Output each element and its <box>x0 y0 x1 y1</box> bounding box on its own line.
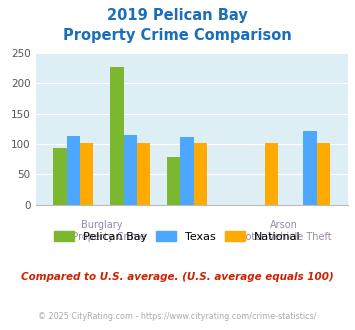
Bar <box>110 67 124 205</box>
Bar <box>137 143 150 205</box>
Legend: Pelican Bay, Texas, National: Pelican Bay, Texas, National <box>50 227 305 246</box>
Text: 2019 Pelican Bay: 2019 Pelican Bay <box>107 8 248 23</box>
Text: Burglary: Burglary <box>81 220 122 230</box>
Bar <box>54 148 67 205</box>
Bar <box>264 143 278 205</box>
Text: Property Crime Comparison: Property Crime Comparison <box>63 28 292 43</box>
Bar <box>124 135 137 205</box>
Bar <box>317 143 330 205</box>
Bar <box>167 157 180 205</box>
Text: All Property Crime: All Property Crime <box>58 232 146 242</box>
Text: Motor Vehicle Theft: Motor Vehicle Theft <box>237 232 331 242</box>
Text: Arson: Arson <box>270 220 298 230</box>
Text: Compared to U.S. average. (U.S. average equals 100): Compared to U.S. average. (U.S. average … <box>21 272 334 282</box>
Bar <box>80 143 93 205</box>
Bar <box>193 143 207 205</box>
Bar <box>180 137 193 205</box>
Bar <box>67 136 80 205</box>
Text: © 2025 CityRating.com - https://www.cityrating.com/crime-statistics/: © 2025 CityRating.com - https://www.city… <box>38 312 317 321</box>
Bar <box>304 131 317 205</box>
